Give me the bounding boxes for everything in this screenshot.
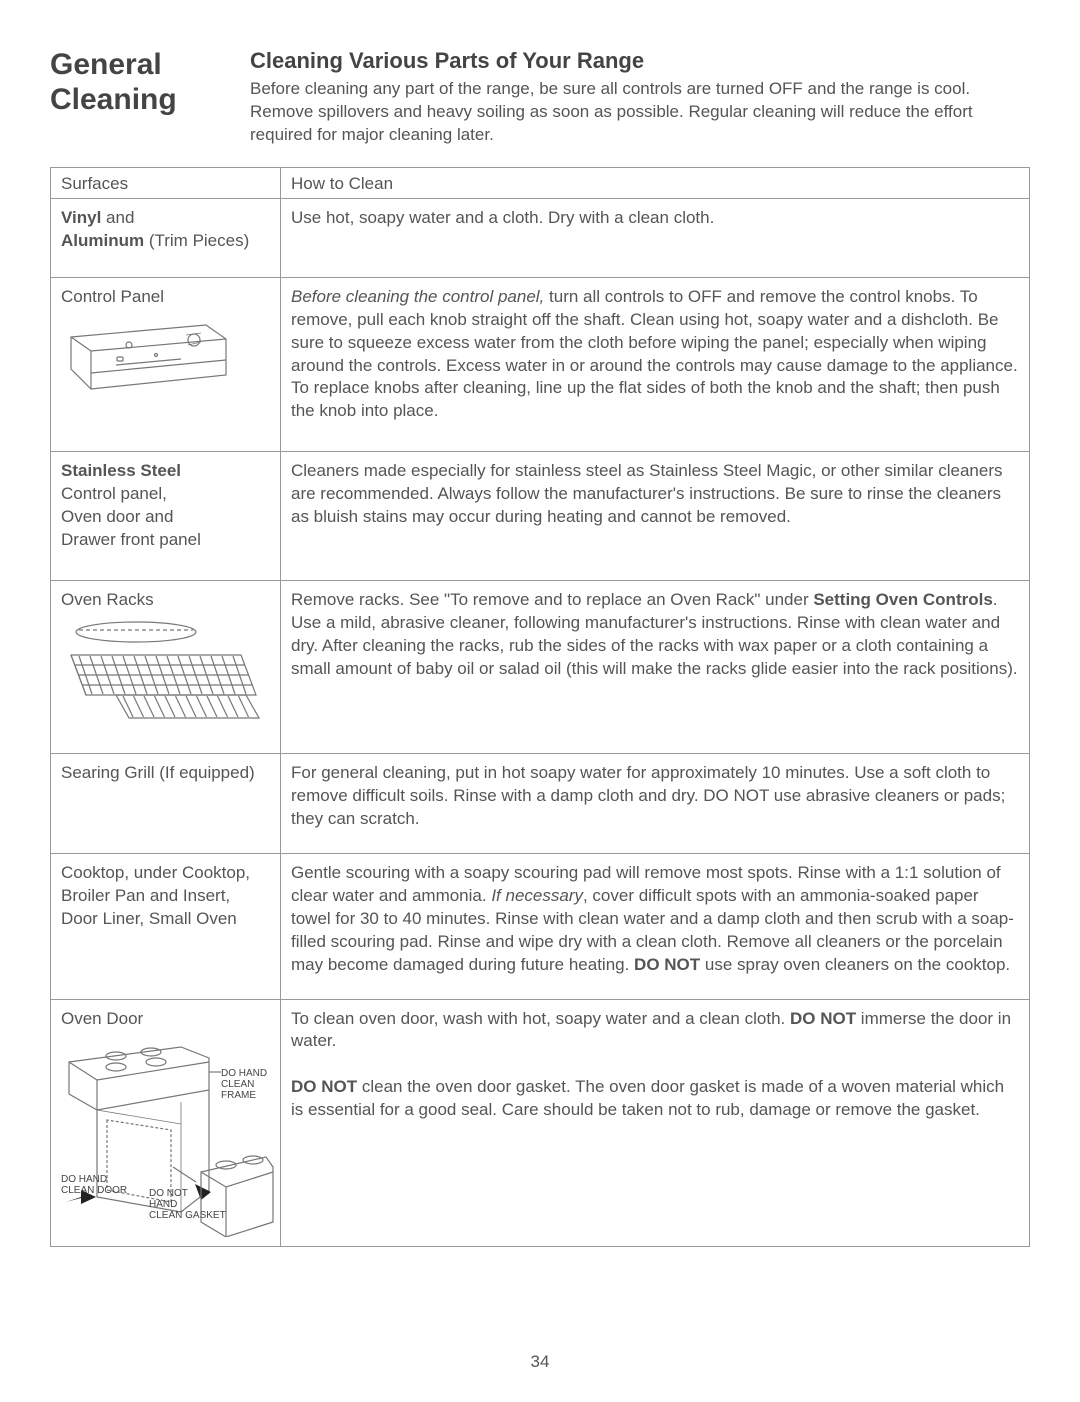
surface-label: Control Panel (61, 286, 270, 309)
table-body: Vinyl andAluminum (Trim Pieces)Use hot, … (51, 198, 1030, 1247)
instructions-cell: Before cleaning the control panel, turn … (281, 277, 1030, 452)
surface-cell: Oven Door (51, 999, 281, 1247)
instructions-cell: To clean oven door, wash with hot, soapy… (281, 999, 1030, 1247)
surface-label: Oven Racks (61, 589, 270, 612)
surface-label: Oven Door (61, 1008, 270, 1031)
surface-cell: Searing Grill (If equipped) (51, 754, 281, 854)
instructions-cell: Remove racks. See "To remove and to repl… (281, 581, 1030, 754)
table-row: Searing Grill (If equipped) For general c… (51, 754, 1030, 854)
cleaning-table: Surfaces How to Clean Vinyl andAluminum … (50, 167, 1030, 1248)
oven-racks-icon (61, 618, 261, 723)
surface-cell: Vinyl andAluminum (Trim Pieces) (51, 198, 281, 277)
surface-cell: Cooktop, under Cooktop,Broiler Pan and I… (51, 853, 281, 999)
instructions-cell: Use hot, soapy water and a cloth. Dry wi… (281, 198, 1030, 277)
table-row: Stainless SteelControl panel,Oven door a… (51, 452, 1030, 581)
table-row: Cooktop, under Cooktop,Broiler Pan and I… (51, 853, 1030, 999)
oven-door-diagram: DO HANDCLEAN FRAME DO HANDCLEAN DOOR DO … (61, 1036, 270, 1236)
table-row: Oven Door (51, 999, 1030, 1247)
instructions-cell: For general cleaning, put in hot soapy w… (281, 754, 1030, 854)
table-header-surfaces: Surfaces (51, 167, 281, 198)
surface-label: Stainless SteelControl panel,Oven door a… (61, 460, 270, 552)
surface-label: Searing Grill (If equipped) (61, 762, 270, 785)
door-label-clean-frame: DO HANDCLEAN FRAME (221, 1068, 270, 1101)
page-number: 34 (0, 1352, 1080, 1372)
instructions-cell: Gentle scouring with a soapy scouring pa… (281, 853, 1030, 999)
section-title-line1: General (50, 48, 162, 81)
table-row: Oven Racks Remove racks. See "To remove (51, 581, 1030, 754)
door-label-clean-door: DO HANDCLEAN DOOR (61, 1174, 127, 1196)
control-panel-icon (61, 315, 231, 405)
table-row: Control Panel Before cleaning the contro… (51, 277, 1030, 452)
page-header: General Cleaning Cleaning Various Parts … (50, 48, 1030, 147)
sub-heading: Cleaning Various Parts of Your Range (250, 48, 1030, 74)
door-label-no-clean-gasket: DO NOTHANDCLEAN GASKET (149, 1188, 226, 1221)
surface-cell: Oven Racks (51, 581, 281, 754)
surface-cell: Control Panel (51, 277, 281, 452)
section-title: General Cleaning (50, 48, 250, 117)
section-title-line2: Cleaning (50, 83, 177, 116)
table-row: Vinyl andAluminum (Trim Pieces)Use hot, … (51, 198, 1030, 277)
surface-label: Cooktop, under Cooktop,Broiler Pan and I… (61, 862, 270, 931)
intro-text: Before cleaning any part of the range, b… (250, 78, 1030, 147)
instructions-cell: Cleaners made especially for stainless s… (281, 452, 1030, 581)
table-header-howto: How to Clean (281, 167, 1030, 198)
surface-cell: Stainless SteelControl panel,Oven door a… (51, 452, 281, 581)
surface-label: Vinyl andAluminum (Trim Pieces) (61, 207, 270, 253)
